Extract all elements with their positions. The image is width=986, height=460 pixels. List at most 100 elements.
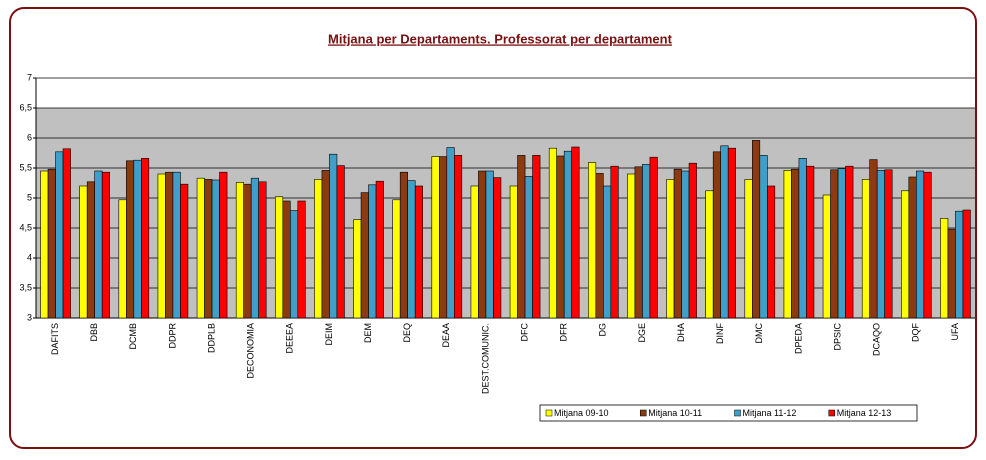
bar xyxy=(243,183,252,319)
bar xyxy=(235,182,244,319)
bar xyxy=(588,162,597,319)
bar xyxy=(258,181,267,319)
bar xyxy=(767,185,776,319)
bar xyxy=(744,179,753,319)
bar xyxy=(250,177,259,319)
bar xyxy=(141,158,150,319)
bar xyxy=(275,196,284,319)
x-tick-label: DPSIC xyxy=(832,323,842,351)
bar xyxy=(830,169,839,319)
bar xyxy=(62,148,71,319)
bar xyxy=(603,185,612,319)
bar xyxy=(165,171,174,319)
legend-label: Mitjana 11-12 xyxy=(743,408,797,418)
x-tick-label: DEST.COMUNIC. xyxy=(480,323,490,394)
bar xyxy=(101,171,110,319)
y-tick-label: 4 xyxy=(27,252,32,262)
bar xyxy=(470,185,479,319)
bar xyxy=(571,146,580,319)
bar xyxy=(454,155,463,319)
legend-label: Mitjana 09-10 xyxy=(554,408,609,418)
y-tick-label: 6,5 xyxy=(19,102,32,112)
bar xyxy=(172,171,181,319)
bar xyxy=(47,168,56,319)
legend-swatch xyxy=(640,409,647,417)
bar xyxy=(55,151,64,319)
bar xyxy=(439,156,448,319)
y-tick-label: 5 xyxy=(27,192,32,202)
x-tick-label: DEM xyxy=(363,323,373,343)
bar xyxy=(478,170,487,319)
x-tick-label: DCAQO xyxy=(872,323,882,356)
bar xyxy=(321,170,330,319)
x-tick-label: DEAA xyxy=(441,323,451,348)
bar xyxy=(705,190,714,319)
bar xyxy=(822,194,831,319)
bar xyxy=(290,210,299,319)
bar xyxy=(869,159,878,319)
bar xyxy=(666,179,675,319)
bar xyxy=(392,199,401,319)
legend-label: Mitjana 10-11 xyxy=(648,408,702,418)
y-tick-label: 6 xyxy=(27,132,32,142)
bar xyxy=(962,209,971,319)
bar xyxy=(916,170,925,319)
bar xyxy=(157,173,166,319)
legend-swatch xyxy=(734,409,741,417)
bar xyxy=(329,153,338,319)
bar xyxy=(493,177,502,319)
x-tick-label: UFA xyxy=(950,323,960,341)
legend-swatch xyxy=(828,409,835,417)
bar xyxy=(791,168,800,319)
bar xyxy=(407,180,416,319)
x-tick-label: DEIM xyxy=(324,323,334,346)
bar xyxy=(219,171,228,319)
bar xyxy=(752,140,761,319)
bar xyxy=(94,170,103,319)
bar xyxy=(314,179,323,319)
bar xyxy=(431,156,440,319)
bar xyxy=(947,228,956,319)
bar xyxy=(783,170,792,319)
x-tick-label: DG xyxy=(598,323,608,337)
bar xyxy=(759,155,768,319)
bar xyxy=(720,145,729,319)
bar xyxy=(517,155,526,319)
x-tick-label: DQF xyxy=(911,323,921,343)
bar xyxy=(368,184,377,319)
bar xyxy=(798,158,807,319)
y-tick-label: 5,5 xyxy=(19,162,32,172)
x-tick-label: DEQ xyxy=(402,323,412,343)
bar xyxy=(806,165,815,319)
bar xyxy=(211,179,220,319)
bar xyxy=(446,147,455,319)
x-tick-label: DDPR xyxy=(167,323,177,349)
bar xyxy=(399,171,408,319)
bar xyxy=(485,170,494,319)
bar xyxy=(845,165,854,319)
bar xyxy=(837,168,846,319)
bar xyxy=(861,179,870,319)
bar xyxy=(727,147,736,319)
y-tick-label: 4,5 xyxy=(19,222,32,232)
bar xyxy=(353,219,362,319)
bar xyxy=(876,170,885,319)
bar xyxy=(375,180,384,319)
bar xyxy=(556,155,565,319)
bar xyxy=(649,156,658,319)
x-tick-label: DPEDA xyxy=(793,323,803,354)
bar xyxy=(884,169,893,319)
chart-title: Mitjana per Departaments. Professorat pe… xyxy=(328,31,673,46)
bar xyxy=(282,200,291,319)
bar xyxy=(524,176,533,319)
x-tick-label: DBB xyxy=(89,323,99,342)
bar xyxy=(297,200,306,319)
legend-label: Mitjana 12-13 xyxy=(837,408,892,418)
bar xyxy=(563,150,572,319)
bar xyxy=(955,210,964,319)
bar xyxy=(634,166,643,319)
bar xyxy=(548,147,557,319)
x-tick-label: DAFITS xyxy=(50,323,60,355)
legend-box xyxy=(539,404,918,422)
